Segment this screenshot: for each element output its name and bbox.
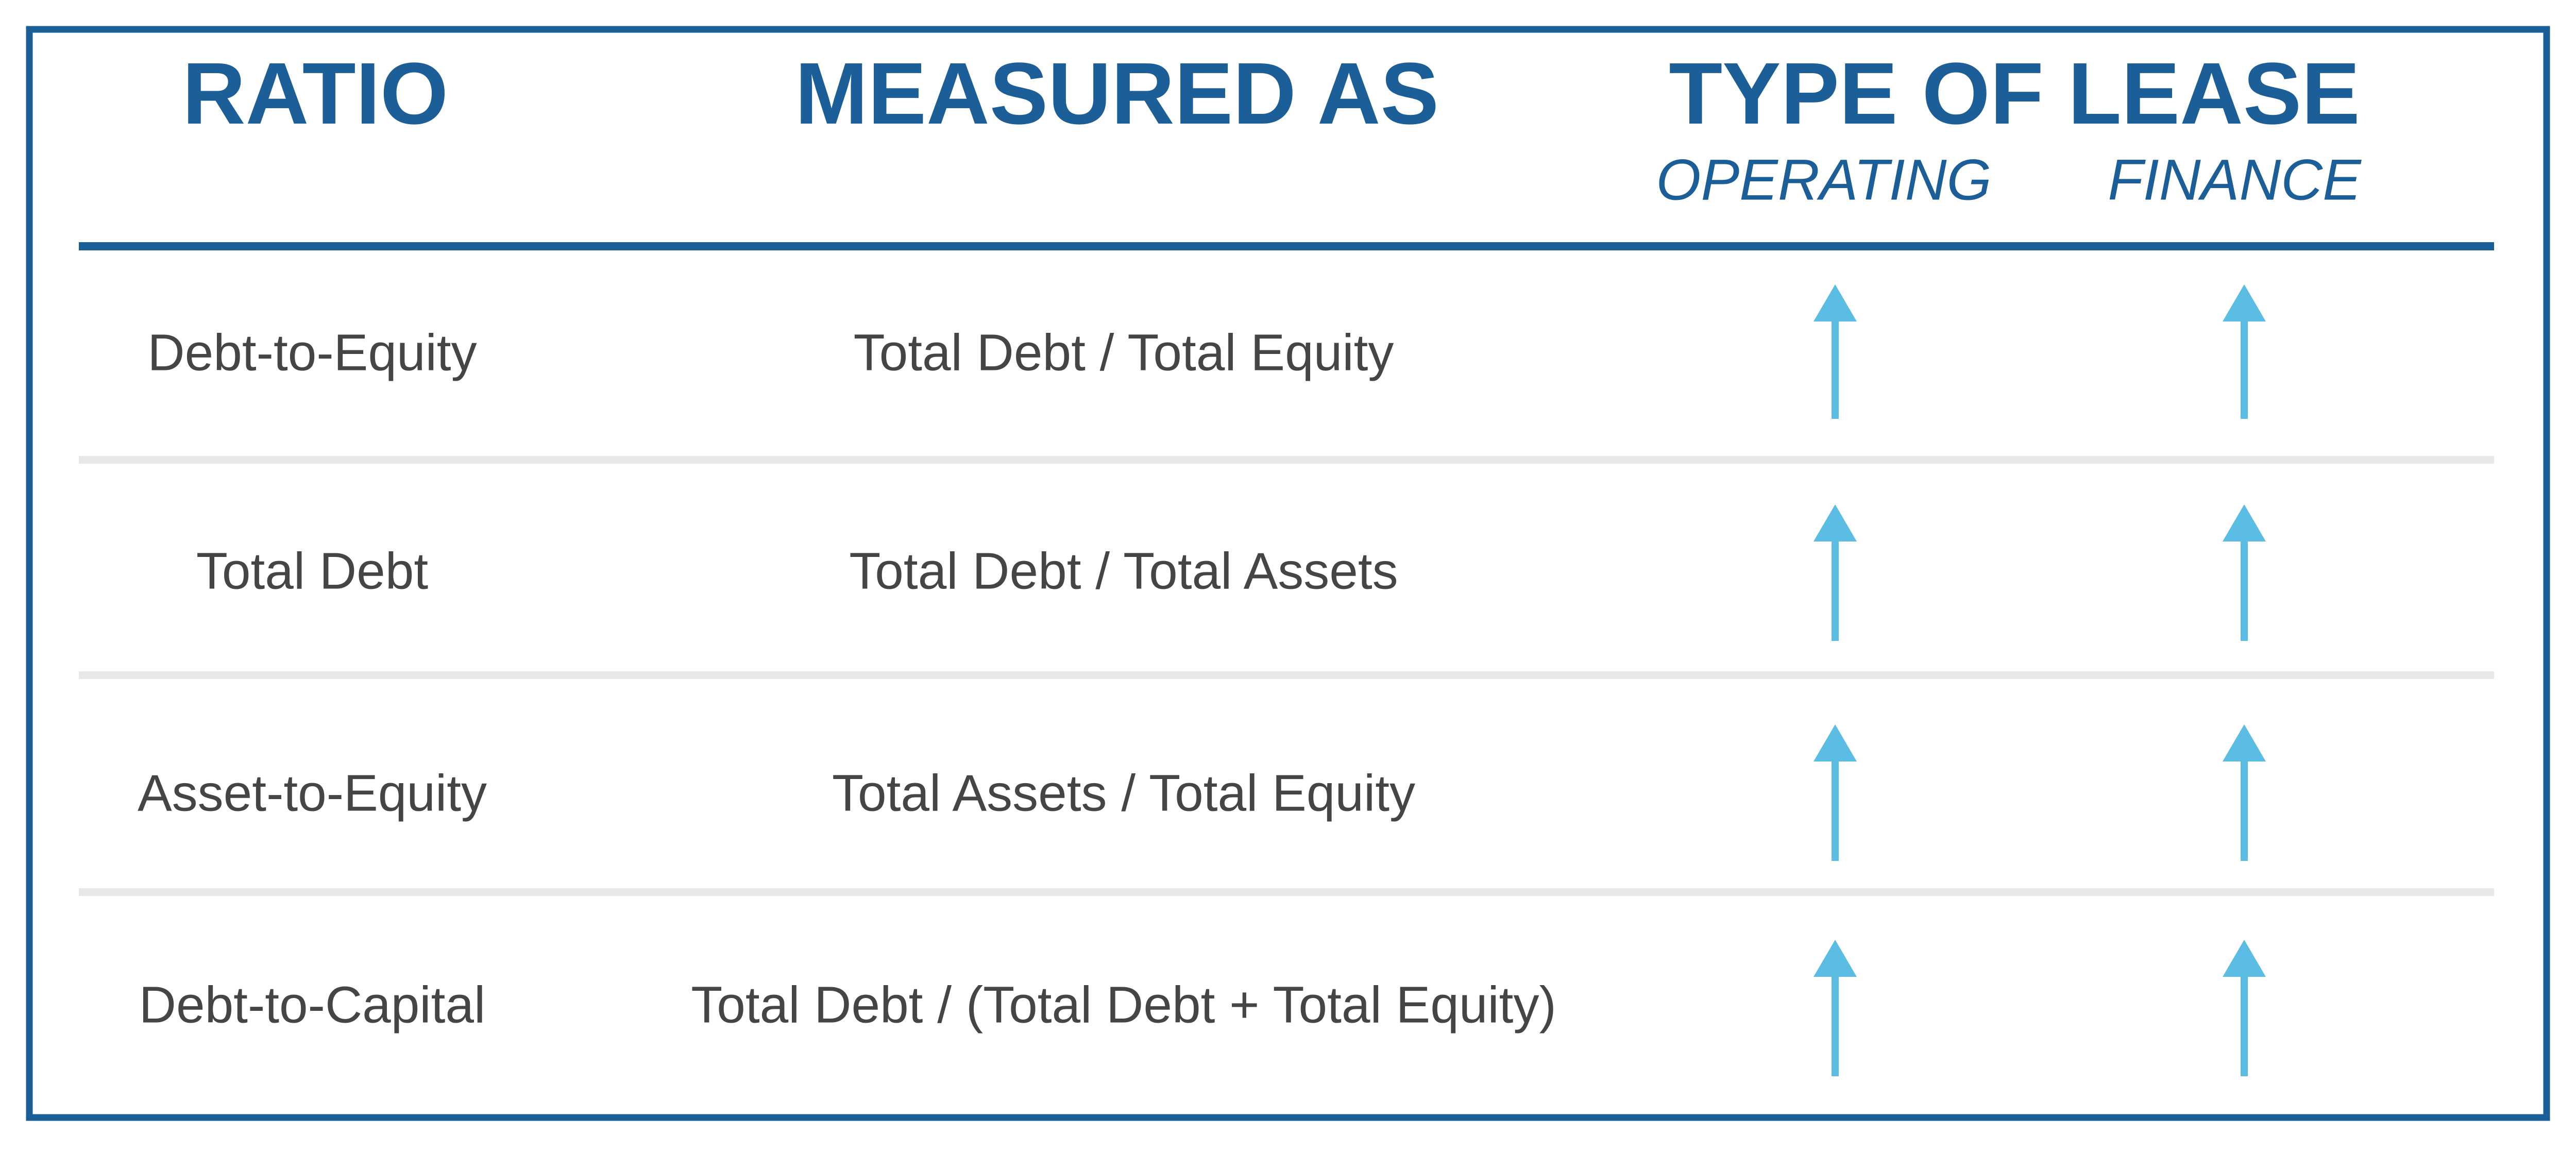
arrow-head [2223, 940, 2266, 977]
arrow-shaft [1832, 535, 1839, 641]
column-header: MEASURED AS [795, 45, 1439, 143]
arrow-head [2223, 284, 2266, 321]
column-header: RATIO [182, 45, 448, 143]
ratio-name: Debt-to-Capital [139, 976, 486, 1034]
ratio-formula: Total Assets / Total Equity [832, 764, 1415, 822]
row-separator [79, 888, 2494, 896]
row-separator [79, 456, 2494, 464]
frame [26, 26, 2550, 1121]
ratio-name: Debt-to-Equity [147, 324, 477, 381]
arrow-head [1814, 504, 1857, 541]
ratio-formula: Total Debt / Total Equity [854, 324, 1394, 381]
ratio-name: Asset-to-Equity [138, 764, 487, 822]
row-separator [79, 671, 2494, 679]
arrow-head [1814, 940, 1857, 977]
header-rule [79, 242, 2494, 250]
column-header: TYPE OF LEASE [1669, 45, 2360, 143]
sub-header: OPERATING [1656, 148, 1991, 212]
arrow-shaft [1832, 315, 1839, 419]
arrow-shaft [2241, 971, 2248, 1076]
arrow-shaft [2241, 755, 2248, 861]
ratio-name: Total Debt [196, 542, 428, 600]
arrow-shaft [2241, 535, 2248, 641]
ratio-formula: Total Debt / (Total Debt + Total Equity) [691, 976, 1556, 1034]
arrow-shaft [1832, 971, 1839, 1076]
arrow-shaft [2241, 315, 2248, 419]
arrow-head [2223, 504, 2266, 541]
arrow-head [1814, 724, 1857, 761]
arrow-head [2223, 724, 2266, 761]
sub-header: FINANCE [2108, 148, 2362, 212]
arrow-head [1814, 284, 1857, 321]
arrow-shaft [1832, 755, 1839, 861]
ratio-formula: Total Debt / Total Assets [849, 542, 1398, 600]
